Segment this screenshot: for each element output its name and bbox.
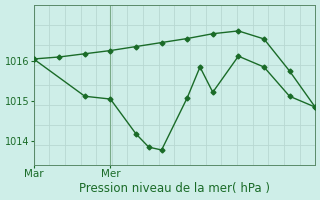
X-axis label: Pression niveau de la mer( hPa ): Pression niveau de la mer( hPa ) (79, 182, 270, 195)
